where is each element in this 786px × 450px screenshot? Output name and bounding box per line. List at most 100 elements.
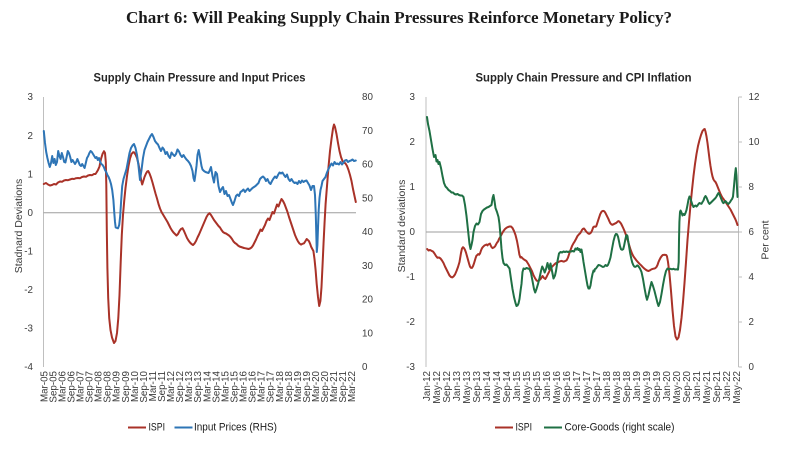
svg-text:Sep-09: Sep-09 bbox=[121, 371, 132, 403]
svg-text:Sep-13: Sep-13 bbox=[472, 370, 483, 402]
svg-text:-1: -1 bbox=[24, 247, 33, 258]
svg-text:1: 1 bbox=[410, 182, 415, 193]
svg-text:Sep-19: Sep-19 bbox=[652, 371, 663, 403]
svg-text:70: 70 bbox=[362, 126, 373, 137]
svg-text:Standard deviations: Standard deviations bbox=[396, 180, 408, 273]
svg-text:May-18: May-18 bbox=[612, 370, 623, 403]
svg-text:Sep-10: Sep-10 bbox=[139, 370, 150, 402]
svg-text:Jan-15: Jan-15 bbox=[512, 370, 523, 401]
svg-text:Sep-12: Sep-12 bbox=[442, 371, 453, 403]
svg-text:Jan-12: Jan-12 bbox=[422, 371, 433, 401]
svg-text:-2: -2 bbox=[24, 285, 33, 296]
svg-text:0: 0 bbox=[749, 362, 755, 373]
svg-text:Sep-19: Sep-19 bbox=[302, 371, 313, 403]
svg-text:Input Prices (RHS): Input Prices (RHS) bbox=[194, 422, 277, 434]
svg-text:Core-Goods (right scale): Core-Goods (right scale) bbox=[565, 422, 675, 434]
svg-text:20: 20 bbox=[362, 295, 373, 306]
svg-text:-3: -3 bbox=[406, 362, 415, 373]
svg-text:-4: -4 bbox=[24, 362, 33, 373]
svg-text:Sep-05: Sep-05 bbox=[48, 370, 59, 402]
svg-text:Sep-13: Sep-13 bbox=[193, 370, 204, 402]
svg-text:Mar-06: Mar-06 bbox=[57, 370, 68, 402]
svg-text:Sep-18: Sep-18 bbox=[284, 370, 295, 402]
svg-text:Sep-17: Sep-17 bbox=[266, 371, 277, 403]
svg-text:40: 40 bbox=[362, 227, 373, 238]
svg-text:Sep-08: Sep-08 bbox=[103, 370, 114, 402]
svg-text:0: 0 bbox=[362, 362, 368, 373]
svg-text:May-21: May-21 bbox=[702, 371, 713, 404]
svg-text:3: 3 bbox=[410, 92, 416, 103]
svg-text:Sep-12: Sep-12 bbox=[175, 371, 186, 403]
svg-text:2: 2 bbox=[28, 131, 33, 142]
svg-text:12: 12 bbox=[749, 92, 760, 103]
svg-text:Jan-21: Jan-21 bbox=[692, 371, 703, 401]
svg-text:May-20: May-20 bbox=[672, 370, 683, 403]
svg-text:Supply Chain Pressure and CPI: Supply Chain Pressure and CPI Inflation bbox=[476, 71, 692, 85]
svg-text:May-12: May-12 bbox=[432, 371, 443, 404]
svg-text:Sep-14: Sep-14 bbox=[502, 370, 513, 402]
svg-text:Sep-18: Sep-18 bbox=[622, 370, 633, 402]
svg-text:Jan-20: Jan-20 bbox=[662, 370, 673, 401]
svg-text:4: 4 bbox=[749, 272, 755, 283]
svg-text:Jan-19: Jan-19 bbox=[632, 371, 643, 401]
svg-text:ISPI: ISPI bbox=[516, 422, 533, 434]
svg-text:Jan-17: Jan-17 bbox=[572, 371, 583, 401]
svg-text:Mar-12: Mar-12 bbox=[166, 371, 177, 402]
svg-text:Mar-13: Mar-13 bbox=[184, 370, 195, 402]
svg-text:8: 8 bbox=[749, 182, 755, 193]
svg-text:-2: -2 bbox=[406, 317, 415, 328]
svg-text:Jan-14: Jan-14 bbox=[482, 370, 493, 401]
svg-text:Mar-07: Mar-07 bbox=[76, 371, 87, 402]
svg-text:Chart 6: Will Peaking Supply C: Chart 6: Will Peaking Supply Chain Press… bbox=[126, 8, 672, 27]
svg-text:2: 2 bbox=[749, 317, 754, 328]
svg-text:Mar-17: Mar-17 bbox=[257, 371, 268, 402]
svg-text:-3: -3 bbox=[24, 324, 33, 335]
svg-text:Jan-13: Jan-13 bbox=[452, 370, 463, 401]
svg-text:Sep-07: Sep-07 bbox=[85, 371, 96, 403]
svg-text:Sep-20: Sep-20 bbox=[682, 370, 693, 402]
svg-text:2: 2 bbox=[410, 137, 415, 148]
svg-text:Sep-11: Sep-11 bbox=[157, 371, 168, 402]
svg-text:30: 30 bbox=[362, 261, 373, 272]
svg-text:10: 10 bbox=[362, 328, 373, 339]
svg-text:0: 0 bbox=[410, 227, 416, 238]
svg-text:Mar-05: Mar-05 bbox=[39, 370, 50, 402]
svg-text:80: 80 bbox=[362, 92, 373, 103]
svg-text:Sep-20: Sep-20 bbox=[320, 370, 331, 402]
svg-text:Sep-14: Sep-14 bbox=[211, 370, 222, 402]
svg-text:Mar-10: Mar-10 bbox=[130, 370, 141, 402]
svg-text:Sep-21: Sep-21 bbox=[712, 371, 723, 403]
svg-text:May-15: May-15 bbox=[522, 370, 533, 403]
svg-text:Jan-16: Jan-16 bbox=[542, 370, 553, 401]
svg-text:-1: -1 bbox=[406, 272, 415, 283]
svg-text:May-14: May-14 bbox=[492, 370, 503, 403]
svg-text:Mar-15: Mar-15 bbox=[220, 370, 231, 402]
svg-text:Mar-11: Mar-11 bbox=[148, 371, 159, 401]
svg-text:Per cent: Per cent bbox=[760, 220, 772, 259]
svg-text:Sep-21: Sep-21 bbox=[338, 371, 349, 403]
svg-text:1: 1 bbox=[28, 169, 33, 180]
svg-text:May-13: May-13 bbox=[462, 370, 473, 403]
svg-text:ISPI: ISPI bbox=[149, 422, 166, 434]
svg-text:Sep-15: Sep-15 bbox=[532, 370, 543, 402]
svg-text:10: 10 bbox=[749, 137, 760, 148]
svg-text:Mar-19: Mar-19 bbox=[293, 371, 304, 402]
svg-text:May-19: May-19 bbox=[642, 371, 653, 404]
svg-text:Sep-06: Sep-06 bbox=[66, 370, 77, 402]
svg-text:Mar-14: Mar-14 bbox=[202, 370, 213, 402]
svg-text:3: 3 bbox=[28, 92, 34, 103]
svg-text:0: 0 bbox=[28, 208, 34, 219]
svg-text:60: 60 bbox=[362, 160, 373, 171]
svg-text:Mar-22: Mar-22 bbox=[347, 371, 358, 402]
svg-text:6: 6 bbox=[749, 227, 755, 238]
svg-text:Sep-17: Sep-17 bbox=[592, 371, 603, 403]
svg-text:Jan-18: Jan-18 bbox=[602, 370, 613, 401]
svg-text:May-22: May-22 bbox=[732, 371, 743, 404]
svg-text:Sep-16: Sep-16 bbox=[562, 370, 573, 402]
svg-text:Jan-22: Jan-22 bbox=[722, 371, 733, 401]
svg-text:Mar-18: Mar-18 bbox=[275, 370, 286, 402]
svg-text:May-17: May-17 bbox=[582, 371, 593, 404]
svg-text:Sep-16: Sep-16 bbox=[248, 370, 259, 402]
svg-text:Mar-21: Mar-21 bbox=[329, 371, 340, 402]
svg-text:Mar-09: Mar-09 bbox=[112, 371, 123, 402]
